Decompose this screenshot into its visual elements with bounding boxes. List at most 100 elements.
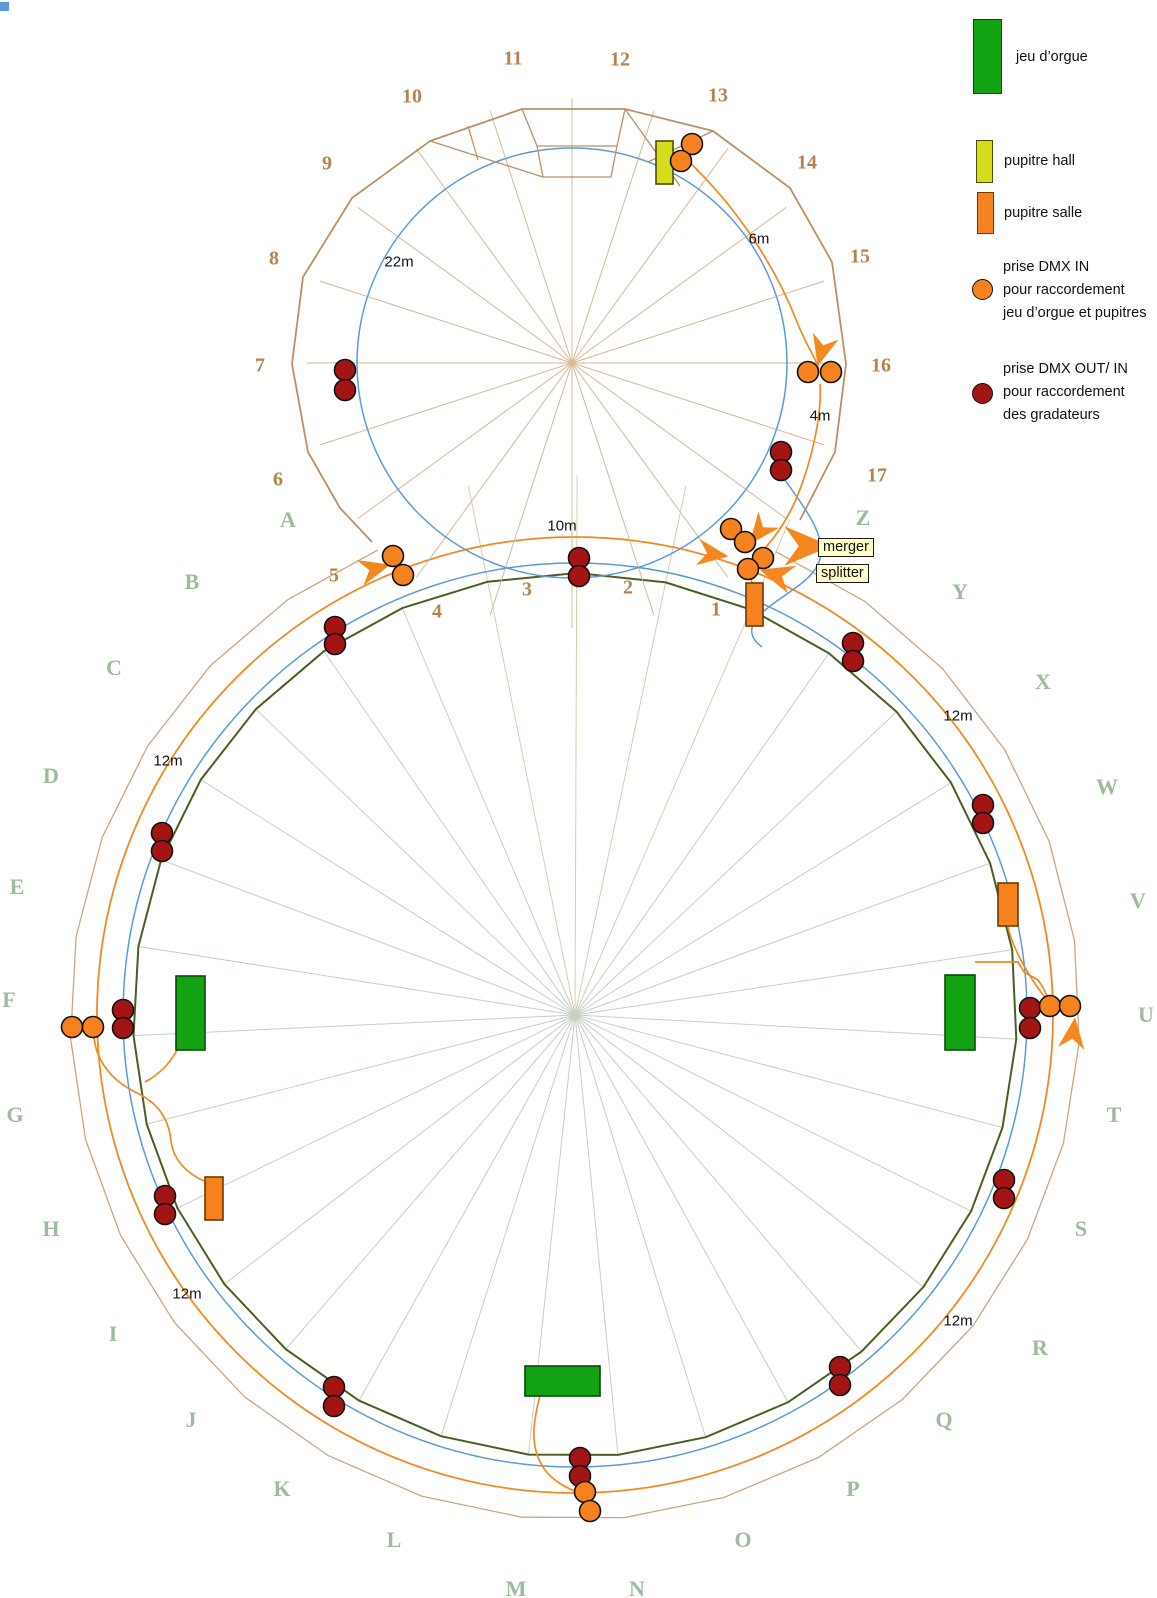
sector-line: [285, 1014, 576, 1350]
dmx-in-socket: [669, 149, 693, 173]
sector-line: [224, 1014, 576, 1285]
cable-direction-arrow: [695, 538, 729, 566]
sector-line: [467, 485, 576, 1016]
sector-line: [574, 862, 991, 1016]
sector-line: [574, 782, 952, 1016]
sector-line: [574, 1014, 1003, 1128]
sector-line: [160, 859, 576, 1016]
sector-line: [574, 652, 830, 1016]
dmx-out-in-socket: [111, 1016, 135, 1040]
stage-structure-line: [467, 125, 479, 161]
stage-structure-line: [429, 140, 544, 178]
legend-dmx-out-line2: pour raccordement: [1003, 384, 1125, 400]
dmx-in-socket: [819, 360, 843, 384]
dmx-cable: [533, 1395, 580, 1494]
sector-line: [574, 486, 687, 1016]
legend-dmx-in-line1: prise DMX IN: [1003, 259, 1090, 275]
dmx-in-socket: [719, 517, 743, 541]
sector-line: [574, 949, 1013, 1016]
legend-pupitre-hall-label: pupitre hall: [1004, 153, 1075, 169]
legend-dmx-in-line3: jeu d’orgue et pupitres: [1003, 305, 1147, 321]
salle-wall: [132, 571, 1018, 1456]
sector-line: [146, 1014, 576, 1125]
sector-line: [401, 607, 576, 1016]
hall-sector-line: [319, 362, 573, 446]
dmx-out-in-socket: [828, 1373, 852, 1397]
hall-sector-line: [489, 362, 573, 616]
dmx-out-in-socket: [333, 358, 357, 382]
cable-direction-arrow: [812, 332, 839, 367]
outer-wall: [69, 549, 1080, 1519]
jeu-dorgue-box: [524, 1365, 601, 1397]
dmx-out-in-socket: [333, 378, 357, 402]
dmx-out-in-socket: [322, 1394, 346, 1418]
hall-sector-line: [571, 206, 787, 364]
dmx-in-socket: [1058, 994, 1082, 1018]
merger-tag: merger: [818, 538, 874, 557]
dmx-in-socket: [733, 530, 757, 554]
legend-dmx-in-icon: [972, 279, 993, 300]
hall-sector-line: [571, 148, 729, 364]
dmx-out-in-socket: [322, 1375, 346, 1399]
pupitre-salle-box: [997, 882, 1019, 927]
dmx-out-in-socket: [323, 632, 347, 656]
pupitre-salle-box: [745, 582, 764, 627]
pupitre-salle-box: [204, 1176, 224, 1221]
legend-jeu-dorgue-swatch: [973, 19, 1002, 94]
sector-line: [574, 1014, 619, 1455]
dmx-out-in-socket: [769, 458, 793, 482]
sector-line: [358, 1014, 576, 1401]
dmx-out-in-socket: [1018, 1016, 1042, 1040]
hall-wall: [291, 108, 847, 543]
hall-sector-line: [571, 362, 825, 446]
dmx-cable: [144, 1049, 178, 1083]
sector-line: [440, 1014, 576, 1437]
dmx-cable: [93, 1037, 205, 1182]
legend-dmx-in-text: prise DMX IN pour raccordement jeu d’org…: [1003, 256, 1147, 325]
sector-line: [255, 708, 576, 1016]
dmx-in-socket: [1038, 994, 1062, 1018]
dmx-out-in-socket: [1018, 996, 1042, 1020]
hall-sector-line: [571, 362, 655, 616]
hall-sector-line: [571, 110, 655, 364]
dmx-in-socket: [796, 360, 820, 384]
sector-line: [138, 945, 576, 1016]
sector-line: [574, 1014, 862, 1352]
legend-pupitre-hall-swatch: [976, 140, 993, 183]
stage-structure-line: [616, 108, 626, 147]
cable-direction-arrow: [749, 511, 780, 545]
dmx-cable: [975, 961, 1050, 1003]
cable-direction-arrow: [784, 526, 832, 566]
sector-line: [177, 1014, 576, 1209]
legend-dmx-out-text: prise DMX OUT/ IN pour raccordement des …: [1003, 358, 1128, 427]
dmx-cable: [759, 383, 822, 554]
sector-line: [574, 1014, 789, 1403]
stage-structure-line: [536, 145, 618, 178]
dmx-out-in-socket: [992, 1186, 1016, 1210]
corner-marker: [0, 2, 9, 11]
jeu-dorgue-box: [944, 974, 976, 1051]
legend-dmx-out-line1: prise DMX OUT/ IN: [1003, 361, 1128, 377]
legend-jeu-dorgue-label: jeu d’orgue: [1016, 49, 1088, 65]
cable-direction-arrow: [356, 559, 391, 586]
dmx-in-socket: [680, 132, 704, 156]
dmx-out-in-socket: [153, 1202, 177, 1226]
dmx-out-in-socket: [971, 811, 995, 835]
sector-line: [574, 1014, 1017, 1040]
jeu-dorgue-box: [175, 975, 206, 1051]
sector-line: [574, 711, 897, 1016]
cable-direction-arrow: [759, 565, 797, 594]
hall-sector-line: [415, 148, 573, 364]
legend-dmx-in-line2: pour raccordement: [1003, 282, 1125, 298]
legend-pupitre-salle-label: pupitre salle: [1004, 205, 1083, 221]
dmx-out-in-socket: [567, 564, 591, 588]
dmx-out-in-socket: [150, 839, 174, 863]
sector-line: [574, 1014, 924, 1288]
hall-sector-line: [319, 280, 573, 364]
sector-line: [574, 1014, 707, 1438]
dmx-in-socket: [391, 563, 415, 587]
sector-line: [133, 1014, 576, 1037]
dmx-in-socket: [736, 557, 760, 581]
